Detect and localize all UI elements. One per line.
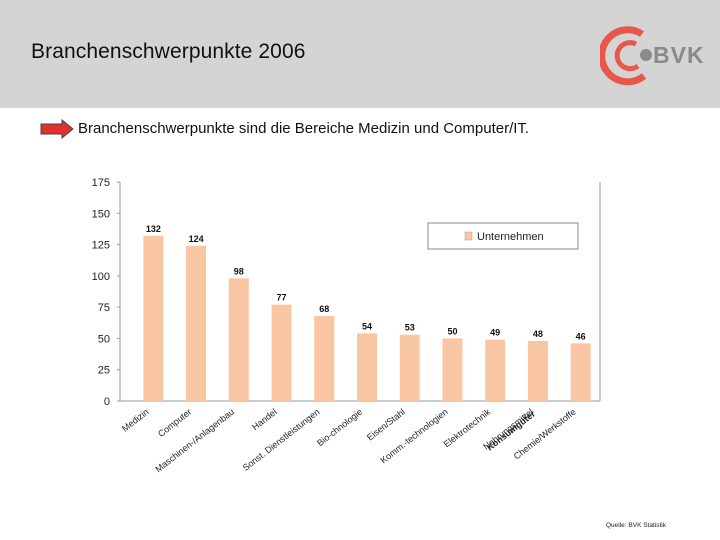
x-tick-label: Maschinen-/Anlagenbau <box>153 407 236 475</box>
bar <box>485 339 506 401</box>
legend-label: Unternehmen <box>477 231 544 243</box>
bar-value-label: 68 <box>319 304 329 314</box>
bar <box>228 278 249 401</box>
legend-swatch <box>464 231 473 241</box>
bar-value-label: 98 <box>234 266 244 276</box>
y-tick-label: 0 <box>104 396 110 408</box>
y-tick-label: 25 <box>98 365 110 377</box>
x-tick-label: Computer <box>156 407 193 439</box>
bar <box>186 245 207 401</box>
arrow-right-icon <box>40 119 74 139</box>
logo-swirl-inner-icon <box>614 40 640 72</box>
x-tick-label: Sonst. Dienstleistungen <box>241 407 322 473</box>
bar-value-label: 124 <box>189 234 204 244</box>
y-tick-label: 175 <box>92 177 110 189</box>
bar <box>314 315 335 401</box>
x-tick-label: Handel <box>250 407 279 432</box>
x-tick-label: Medizin <box>120 407 151 434</box>
y-tick-label: 125 <box>92 240 110 252</box>
bar-value-label: 53 <box>405 323 415 333</box>
y-tick-label: 100 <box>92 271 110 283</box>
bar <box>570 343 591 401</box>
bar-value-label: 46 <box>576 331 586 341</box>
bar <box>143 235 164 401</box>
logo-dot-icon <box>640 49 652 61</box>
x-tick-label: Bio-chnologie <box>315 407 364 448</box>
page-title: Branchenschwerpunkte 2006 <box>31 40 306 63</box>
bar-value-label: 77 <box>277 293 287 303</box>
subtitle-text: Branchenschwerpunkte sind die Bereiche M… <box>78 120 530 137</box>
bar-value-label: 54 <box>362 321 372 331</box>
y-tick-label: 150 <box>92 208 110 220</box>
x-tick-label: Eisen/Stahl <box>365 407 407 443</box>
bar-value-label: 48 <box>533 329 543 339</box>
bar <box>271 304 292 401</box>
bar-chart: 0 25 50 75 100 125 150 175 132 Medizin 124 Computer… <box>92 177 601 475</box>
bar <box>399 334 420 401</box>
bar-value-label: 49 <box>490 328 500 338</box>
bar-value-label: 132 <box>146 224 161 234</box>
logo-text: BVK <box>653 42 705 68</box>
bvk-logo: BVK <box>600 26 705 86</box>
legend-box <box>427 222 579 250</box>
header-band: Branchenschwerpunkte 2006 BVK <box>0 0 720 108</box>
bar-value-label: 50 <box>447 326 457 336</box>
bar <box>527 340 548 401</box>
y-tick-label: 50 <box>98 333 110 345</box>
bar <box>442 338 463 401</box>
y-tick-label: 75 <box>98 302 110 314</box>
bar <box>357 333 377 401</box>
source-note: Quelle: BVK Statistik <box>606 522 666 529</box>
logo-swirl-icon <box>600 26 647 86</box>
